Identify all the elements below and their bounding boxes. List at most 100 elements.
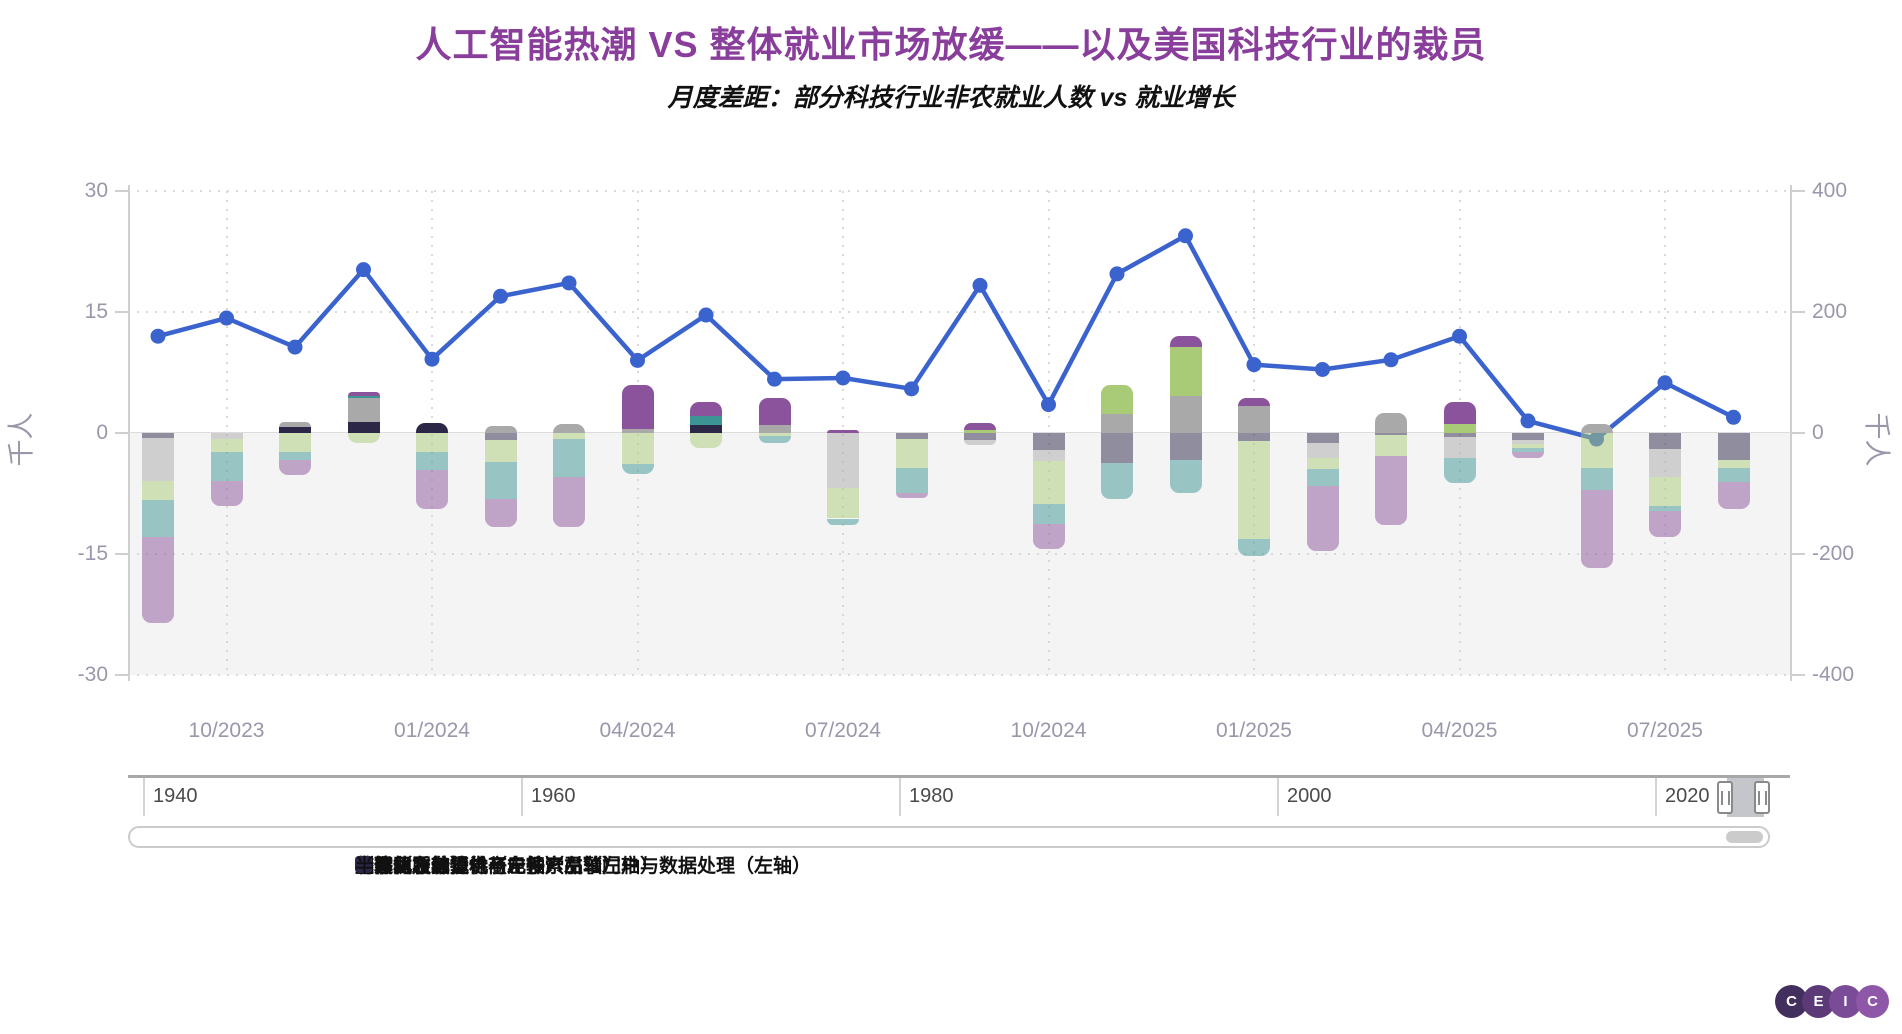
bar-segment[interactable]: [1443, 424, 1476, 433]
bar-segment[interactable]: [484, 433, 517, 441]
bar-segment[interactable]: [827, 433, 859, 488]
bar-segment[interactable]: [210, 480, 243, 507]
bar-segment[interactable]: [964, 429, 996, 433]
line-point[interactable]: [424, 351, 440, 367]
bar-segment[interactable]: [758, 424, 791, 433]
line-point[interactable]: [1726, 409, 1741, 425]
line-point[interactable]: [219, 310, 234, 326]
bar-segment[interactable]: [1306, 486, 1339, 551]
bar-segment[interactable]: [1443, 458, 1476, 483]
bar-segment[interactable]: [416, 422, 448, 433]
bar-segment[interactable]: [210, 439, 243, 453]
bar-segment[interactable]: [690, 416, 722, 425]
bar-segment[interactable]: [895, 433, 928, 440]
bar-segment[interactable]: [1717, 467, 1750, 483]
bar-segment[interactable]: [1306, 433, 1339, 444]
bar-segment[interactable]: [1306, 458, 1339, 470]
bar-segment[interactable]: [1512, 444, 1544, 449]
bar-segment[interactable]: [553, 433, 585, 440]
bar-segment[interactable]: [1580, 468, 1613, 491]
bar-segment[interactable]: [484, 425, 517, 433]
bar-segment[interactable]: [416, 470, 448, 509]
bar-segment[interactable]: [347, 398, 380, 422]
bar-segment[interactable]: [347, 433, 380, 444]
bar-segment[interactable]: [553, 424, 585, 433]
line-point[interactable]: [1041, 397, 1056, 413]
bar-segment[interactable]: [210, 452, 243, 481]
bar-segment[interactable]: [1169, 336, 1202, 347]
bar-segment[interactable]: [1717, 482, 1750, 509]
bar-segment[interactable]: [484, 499, 517, 528]
bar-segment[interactable]: [1375, 433, 1407, 436]
bar-segment[interactable]: [895, 467, 928, 493]
bar-segment[interactable]: [1169, 433, 1202, 461]
line-point[interactable]: [904, 381, 919, 397]
line-point[interactable]: [287, 339, 303, 355]
bar-segment[interactable]: [1032, 433, 1065, 450]
bar-segment[interactable]: [347, 395, 380, 399]
line-point[interactable]: [493, 288, 508, 304]
line-point[interactable]: [972, 277, 988, 293]
bar-segment[interactable]: [1101, 384, 1133, 415]
bar-segment[interactable]: [827, 429, 859, 433]
bar-segment[interactable]: [1717, 459, 1750, 468]
bar-segment[interactable]: [621, 433, 654, 464]
bar-segment[interactable]: [416, 451, 448, 471]
bar-segment[interactable]: [758, 398, 791, 425]
bar-segment[interactable]: [1649, 506, 1681, 512]
line-point[interactable]: [1383, 352, 1399, 368]
bar-segment[interactable]: [347, 421, 380, 433]
line-point[interactable]: [561, 275, 577, 291]
line-point[interactable]: [1657, 375, 1673, 391]
bar-segment[interactable]: [1032, 503, 1065, 525]
bar-segment[interactable]: [1512, 433, 1544, 441]
bar-segment[interactable]: [142, 433, 174, 438]
line-point[interactable]: [835, 370, 851, 386]
bar-segment[interactable]: [210, 433, 243, 440]
bar-segment[interactable]: [1306, 443, 1339, 458]
line-point[interactable]: [1520, 413, 1536, 429]
scrollbar-thumb[interactable]: [1726, 831, 1763, 843]
bar-segment[interactable]: [1580, 424, 1613, 433]
bar-segment[interactable]: [142, 437, 174, 481]
bar-segment[interactable]: [142, 499, 174, 538]
bar-segment[interactable]: [690, 433, 722, 448]
bar-segment[interactable]: [1375, 412, 1407, 433]
bar-segment[interactable]: [827, 487, 859, 519]
bar-segment[interactable]: [1717, 433, 1750, 460]
datazoom-right-handle[interactable]: [1754, 781, 1770, 814]
bar-segment[interactable]: [1375, 455, 1407, 525]
bar-segment[interactable]: [964, 423, 996, 430]
bar-segment[interactable]: [895, 492, 928, 499]
bar-segment[interactable]: [690, 402, 722, 417]
bar-segment[interactable]: [1238, 441, 1270, 540]
bar-segment[interactable]: [1649, 476, 1681, 507]
line-point[interactable]: [1452, 328, 1467, 344]
bar-segment[interactable]: [1443, 433, 1476, 438]
bar-segment[interactable]: [484, 440, 517, 463]
bar-segment[interactable]: [1169, 395, 1202, 433]
bar-segment[interactable]: [690, 424, 722, 433]
line-point[interactable]: [1178, 228, 1193, 244]
bar-segment[interactable]: [758, 436, 791, 443]
bar-segment[interactable]: [1032, 461, 1065, 504]
bar-segment[interactable]: [484, 462, 517, 500]
bar-segment[interactable]: [416, 433, 448, 452]
bar-segment[interactable]: [1512, 448, 1544, 453]
bar-segment[interactable]: [1032, 449, 1065, 462]
bar-segment[interactable]: [347, 391, 380, 396]
horizontal-scrollbar[interactable]: [128, 826, 1770, 848]
bar-segment[interactable]: [1238, 397, 1270, 407]
bar-segment[interactable]: [621, 428, 654, 433]
bar-segment[interactable]: [279, 433, 311, 452]
bar-segment[interactable]: [621, 463, 654, 475]
bar-segment[interactable]: [279, 459, 311, 475]
bar-segment[interactable]: [279, 426, 311, 433]
bar-segment[interactable]: [1238, 406, 1270, 433]
bar-segment[interactable]: [1512, 440, 1544, 445]
bar-segment[interactable]: [1169, 460, 1202, 493]
bar-segment[interactable]: [1101, 462, 1133, 500]
bar-segment[interactable]: [964, 433, 996, 441]
bar-segment[interactable]: [758, 433, 791, 437]
bar-segment[interactable]: [1032, 524, 1065, 550]
